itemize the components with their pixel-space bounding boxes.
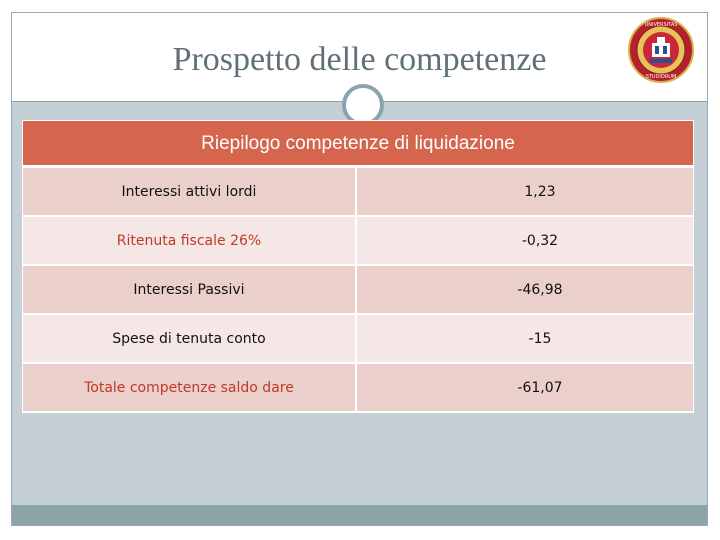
row-value-text: -61,07 bbox=[517, 379, 563, 396]
row-label-text: Totale competenze saldo dare bbox=[84, 379, 294, 396]
row-label: Ritenuta fiscale 26% bbox=[23, 217, 357, 264]
row-label: Interessi Passivi bbox=[23, 266, 357, 313]
row-label-text: Interessi attivi lordi bbox=[121, 183, 257, 200]
table-row-interessi-passivi: Interessi Passivi -46,98 bbox=[23, 264, 693, 313]
row-label-text: Interessi Passivi bbox=[133, 281, 245, 298]
row-value: -61,07 bbox=[356, 364, 693, 411]
row-value-text: -15 bbox=[528, 330, 552, 347]
row-label-text: Ritenuta fiscale 26% bbox=[116, 232, 262, 249]
table-row-spese-tenuta-conto: Spese di tenuta conto -15 bbox=[23, 313, 693, 362]
row-value-text: -46,98 bbox=[517, 281, 563, 298]
row-label-text: Spese di tenuta conto bbox=[112, 330, 266, 347]
svg-text:UNIVERSITAS: UNIVERSITAS bbox=[645, 22, 678, 28]
slide-title: Prospetto delle competenze bbox=[172, 41, 547, 78]
row-label: Totale competenze saldo dare bbox=[23, 364, 357, 411]
footer-bar bbox=[12, 505, 707, 525]
competenze-table: Riepilogo competenze di liquidazione Int… bbox=[22, 120, 694, 413]
row-value: -0,32 bbox=[356, 217, 693, 264]
row-label: Spese di tenuta conto bbox=[23, 315, 357, 362]
svg-text:STUDIORUM: STUDIORUM bbox=[646, 74, 677, 80]
table-row-totale-competenze: Totale competenze saldo dare -61,07 bbox=[23, 362, 693, 411]
row-value: -46,98 bbox=[356, 266, 693, 313]
table-row-ritenuta-fiscale: Ritenuta fiscale 26% -0,32 bbox=[23, 215, 693, 264]
divider-circle-ornament bbox=[342, 84, 384, 126]
table-header: Riepilogo competenze di liquidazione bbox=[22, 120, 694, 166]
row-value-text: -0,32 bbox=[521, 232, 559, 249]
row-label: Interessi attivi lordi bbox=[23, 168, 357, 215]
row-value: -15 bbox=[356, 315, 693, 362]
university-seal-logo: UNIVERSITAS STUDIORUM bbox=[628, 17, 694, 83]
table-rows: Interessi attivi lordi 1,23 Ritenuta fis… bbox=[22, 166, 694, 413]
row-value-text: 1,23 bbox=[524, 183, 556, 200]
row-value: 1,23 bbox=[356, 168, 693, 215]
table-row-interessi-attivi: Interessi attivi lordi 1,23 bbox=[23, 166, 693, 215]
